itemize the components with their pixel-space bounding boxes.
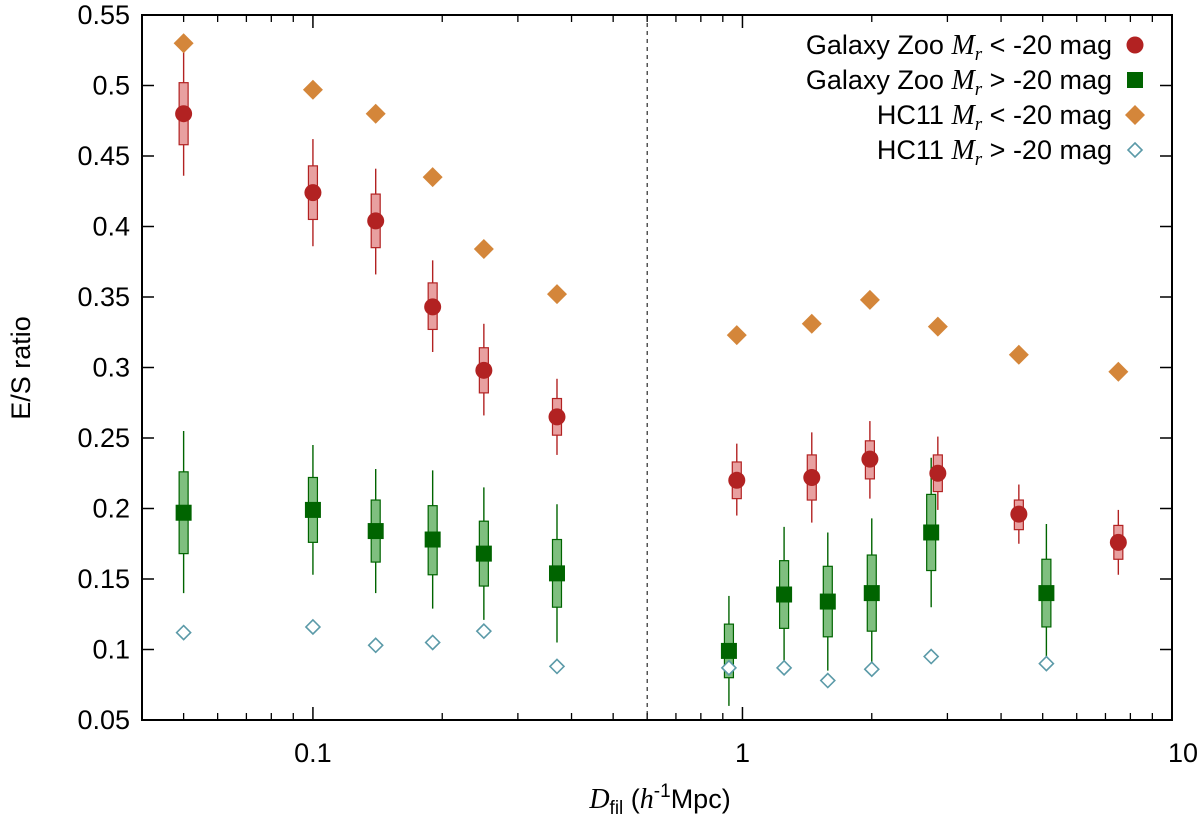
y-tick-label: 0.55	[77, 0, 130, 30]
y-tick-label: 0.45	[77, 141, 130, 171]
x-axis-label-h: h	[640, 784, 654, 815]
data-point	[175, 624, 192, 641]
y-axis-label: E/S ratio	[6, 316, 36, 420]
data-point	[1010, 505, 1028, 523]
data-point	[923, 524, 940, 541]
x-tick-label: 1	[735, 738, 750, 768]
y-tick-label: 0.15	[77, 564, 130, 594]
legend-entry-0: Galaxy Zoo Mr < -20 mag	[806, 30, 1144, 65]
data-point	[863, 661, 880, 678]
legend-label: HC11 Mr > -20 mag	[877, 135, 1112, 170]
data-point	[776, 586, 793, 603]
data-point	[1038, 585, 1055, 602]
data-point	[175, 504, 192, 521]
data-point	[365, 103, 386, 124]
data-point	[424, 531, 441, 548]
series-markers-1	[175, 501, 1055, 659]
data-point	[304, 501, 321, 518]
x-tick-label: 0.1	[294, 738, 332, 768]
legend-label: HC11 Mr < -20 mag	[877, 100, 1112, 135]
data-point	[475, 545, 492, 562]
series-markers-3	[175, 618, 1055, 689]
data-point	[304, 618, 322, 636]
data-point	[304, 184, 322, 202]
legend-entry-3: HC11 Mr > -20 mag	[877, 135, 1144, 170]
data-point	[422, 167, 443, 188]
x-axis-label: Dfil (h-1Mpc)	[588, 781, 730, 818]
legend-marker	[1126, 36, 1144, 54]
legend-label: Galaxy Zoo Mr > -20 mag	[806, 65, 1112, 100]
data-layer	[173, 33, 1129, 706]
axis-ticks: 0.05 0.1 0.15 0.2 0.25 0.3 0.35 0.4 0.45 0.5 0.55 0…	[77, 0, 1198, 768]
legend-label: Galaxy Zoo Mr < -20 mag	[806, 30, 1112, 65]
series-1	[178, 430, 1052, 706]
data-point	[927, 316, 948, 337]
data-point	[861, 450, 879, 468]
data-point	[803, 468, 821, 486]
data-point	[775, 659, 793, 676]
data-point	[548, 565, 565, 582]
data-point	[1109, 533, 1127, 551]
series-markers-2	[173, 33, 1129, 382]
x-axis-label-sub: fil	[610, 798, 624, 818]
data-point	[473, 239, 494, 260]
y-tick-label: 0.25	[77, 423, 130, 453]
data-point	[548, 408, 566, 426]
data-point	[1038, 655, 1055, 672]
data-point	[173, 33, 194, 54]
data-point	[424, 634, 441, 651]
data-point	[302, 79, 323, 100]
x-axis-label-sup: -1	[654, 781, 671, 802]
y-tick-label: 0.5	[92, 71, 130, 101]
data-point	[801, 313, 822, 334]
x-tick-label: 10	[1168, 738, 1198, 768]
data-point	[819, 593, 836, 610]
data-point	[728, 471, 746, 489]
y-tick-label: 0.05	[77, 705, 130, 735]
data-point	[546, 284, 567, 305]
legend-entry-2: HC11 Mr < -20 mag	[877, 100, 1145, 135]
legend-entry-1: Galaxy Zoo Mr > -20 mag	[806, 65, 1143, 100]
y-tick-label: 0.3	[92, 353, 130, 383]
data-point	[859, 289, 880, 310]
x-axis-label-unit: Mpc)	[671, 784, 731, 814]
data-point	[548, 658, 566, 675]
data-point	[367, 637, 384, 654]
data-point	[1108, 361, 1129, 382]
data-point	[424, 298, 442, 316]
x-axis-label-open: (	[623, 784, 640, 814]
x-axis-label-var: D	[588, 784, 609, 815]
data-point	[929, 464, 947, 482]
legend-marker	[1127, 72, 1143, 88]
data-point	[367, 212, 385, 230]
data-point	[720, 659, 738, 676]
data-point	[720, 642, 737, 659]
y-tick-label: 0.1	[92, 635, 130, 665]
data-point	[923, 648, 940, 665]
data-point	[175, 105, 193, 123]
legend-marker	[1126, 141, 1144, 159]
data-point	[1008, 344, 1029, 365]
data-point	[863, 585, 880, 602]
legend-marker	[1125, 105, 1145, 125]
series-markers-0	[175, 105, 1127, 551]
y-axis-label-text: E/S ratio	[6, 316, 36, 420]
data-point	[726, 325, 747, 346]
data-point	[475, 361, 493, 379]
y-tick-label: 0.35	[77, 282, 130, 312]
y-tick-label: 0.4	[92, 212, 130, 242]
data-point	[819, 672, 836, 689]
y-tick-label: 0.2	[92, 494, 130, 524]
data-point	[367, 523, 384, 540]
data-point	[475, 623, 492, 640]
